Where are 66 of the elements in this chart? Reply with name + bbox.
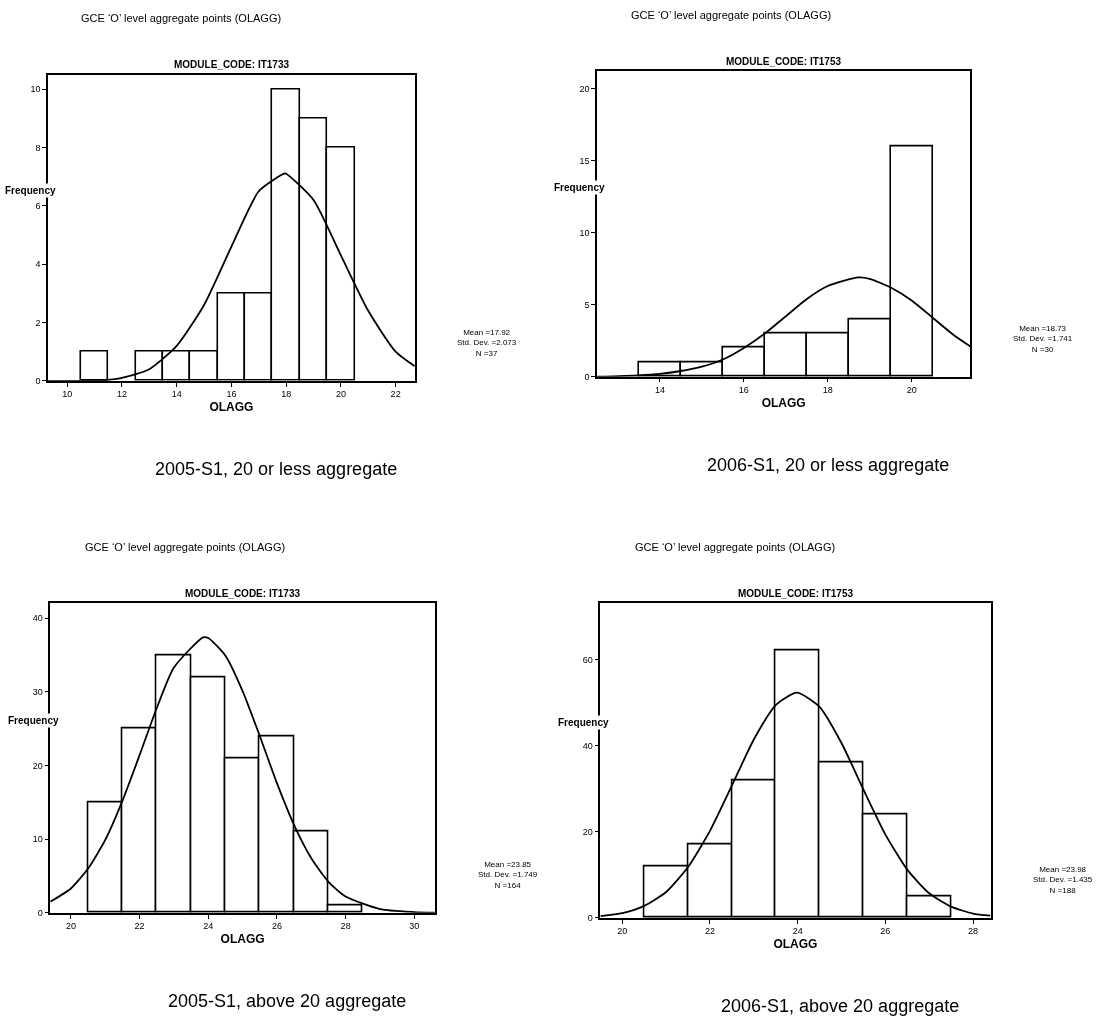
x-tick-label: 22 <box>390 389 401 400</box>
x-tick-label: 30 <box>409 921 420 932</box>
y-tick-label: 20 <box>32 760 43 771</box>
x-tick-label: 14 <box>171 389 182 400</box>
text: Mean =18.73 Std. Dev. =1.741 N =30 <box>1013 324 1073 354</box>
x-axis-title: OLAGG <box>761 395 806 410</box>
y-tick-label: 10 <box>579 227 590 238</box>
x-tick-label: 12 <box>116 389 127 400</box>
x-tick-label: 16 <box>738 385 749 396</box>
text: Mean =23.98 Std. Dev. =1.435 N =188 <box>1033 865 1093 895</box>
chart-subtitle: MODULE_CODE: IT1733 <box>185 588 301 599</box>
y-tick-label: 0 <box>37 907 43 918</box>
text: Mean =17.92 Std. Dev. =2.073 N =37 <box>457 328 517 358</box>
x-tick-label: 18 <box>281 389 292 400</box>
x-tick-label: 26 <box>880 926 891 937</box>
x-tick-label: 14 <box>654 385 665 396</box>
y-tick-label: 40 <box>582 740 593 751</box>
x-tick-label: 20 <box>906 385 917 396</box>
y-tick-label: 6 <box>35 200 41 211</box>
chart-title: GCE ‘O’ level aggregate points (OLAGG) <box>85 541 286 553</box>
chart-subtitle: MODULE_CODE: IT1753 <box>738 588 854 599</box>
text: Mean =23.85 Std. Dev. =1.749 N =164 <box>478 860 538 890</box>
y-tick-label: 0 <box>35 375 41 386</box>
x-tick-label: 18 <box>822 385 833 396</box>
chart-title: GCE ‘O’ level aggregate points (OLAGG) <box>81 12 282 24</box>
y-axis-title: Frequency <box>5 185 57 196</box>
y-tick-label: 15 <box>579 155 590 166</box>
text: 2005-S1, above 20 aggregate <box>168 991 407 1011</box>
y-tick-label: 20 <box>579 83 590 94</box>
x-tick-label: 10 <box>62 389 73 400</box>
y-tick-label: 2 <box>35 317 41 328</box>
text: 2006-S1, 20 or less aggregate <box>707 455 950 475</box>
text: 2006-S1, above 20 aggregate <box>721 996 960 1016</box>
x-tick-label: 16 <box>226 389 237 400</box>
x-tick-label: 26 <box>271 921 282 932</box>
y-tick-label: 0 <box>584 371 590 382</box>
x-axis-title: OLAGG <box>773 936 818 951</box>
x-axis-title: OLAGG <box>220 931 265 946</box>
y-tick-label: 30 <box>32 686 43 697</box>
text: 2005-S1, 20 or less aggregate <box>155 459 398 479</box>
x-tick-label: 20 <box>65 921 76 932</box>
x-tick-label: 22 <box>704 926 715 937</box>
y-axis-title: Frequency <box>554 182 606 193</box>
chart-subtitle: MODULE_CODE: IT1733 <box>174 59 290 70</box>
chart-title: GCE ‘O’ level aggregate points (OLAGG) <box>635 541 836 553</box>
chart-title: GCE ‘O’ level aggregate points (OLAGG) <box>631 9 832 21</box>
y-axis-title: Frequency <box>8 715 60 726</box>
y-axis-title: Frequency <box>558 717 610 728</box>
x-tick-label: 22 <box>134 921 145 932</box>
x-tick-label: 28 <box>968 926 979 937</box>
chart-subtitle: MODULE_CODE: IT1753 <box>726 56 842 67</box>
x-tick-label: 20 <box>335 389 346 400</box>
x-tick-label: 24 <box>792 926 803 937</box>
y-tick-label: 8 <box>35 142 41 153</box>
y-tick-label: 0 <box>587 913 593 924</box>
x-tick-label: 20 <box>617 926 628 937</box>
y-tick-label: 4 <box>35 259 41 270</box>
y-tick-label: 40 <box>32 613 43 624</box>
y-tick-label: 20 <box>582 826 593 837</box>
y-tick-label: 5 <box>584 299 590 310</box>
y-tick-label: 10 <box>32 834 43 845</box>
x-tick-label: 28 <box>340 921 351 932</box>
x-tick-label: 24 <box>203 921 214 932</box>
x-axis-title: OLAGG <box>209 399 254 414</box>
y-tick-label: 10 <box>30 84 41 95</box>
y-tick-label: 60 <box>582 654 593 665</box>
